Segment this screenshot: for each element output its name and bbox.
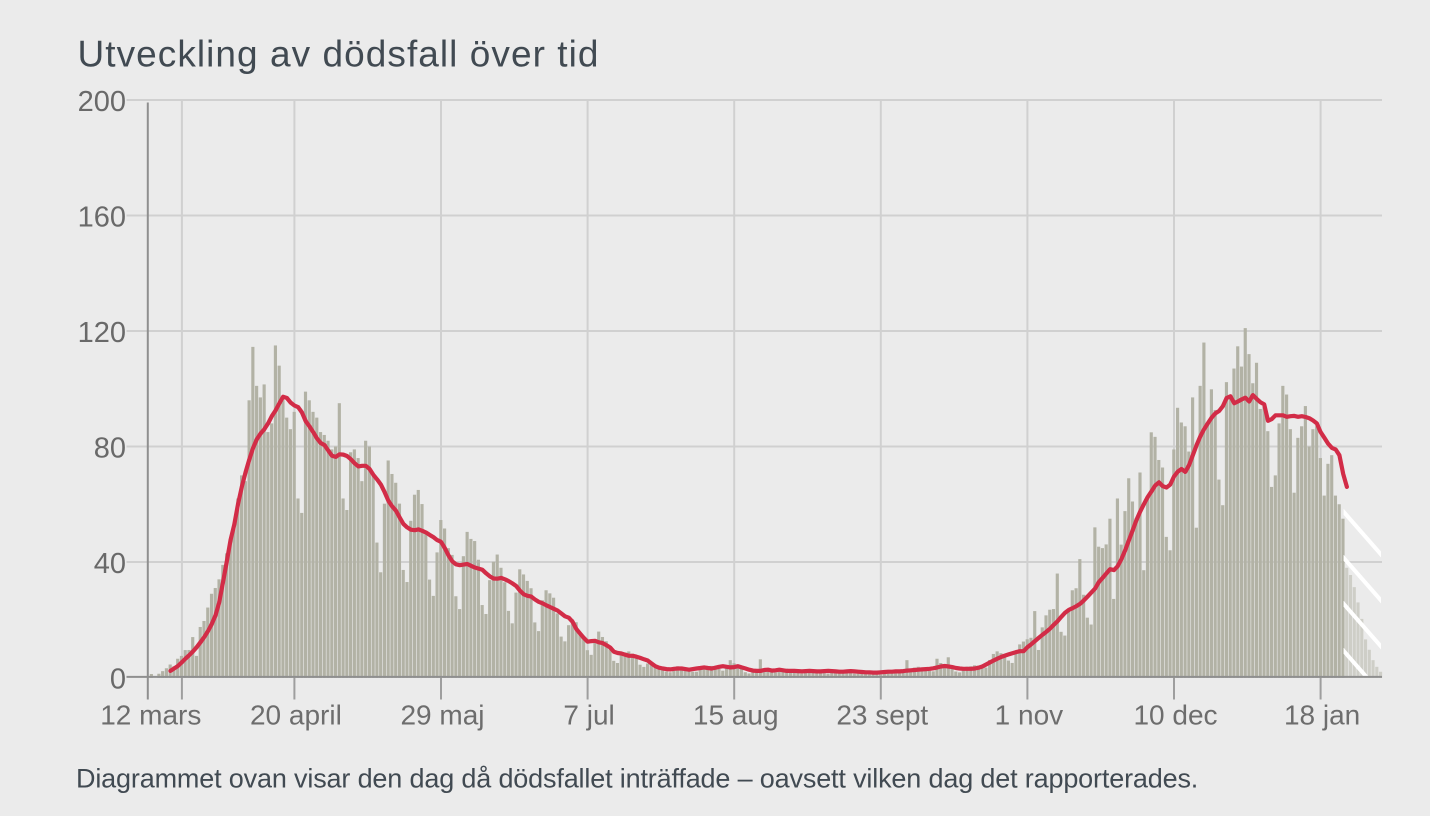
- svg-text:7 jul: 7 jul: [563, 700, 614, 731]
- svg-text:23 sept: 23 sept: [836, 700, 928, 731]
- svg-text:20 april: 20 april: [250, 700, 342, 731]
- svg-text:15 aug: 15 aug: [693, 700, 779, 731]
- svg-text:18 jan: 18 jan: [1284, 700, 1360, 731]
- svg-text:1 nov: 1 nov: [995, 700, 1064, 731]
- svg-text:10 dec: 10 dec: [1133, 700, 1217, 731]
- svg-text:Utveckling av dödsfall över ti: Utveckling av dödsfall över tid: [78, 34, 600, 75]
- svg-text:12 mars: 12 mars: [100, 700, 201, 731]
- svg-text:160: 160: [78, 202, 126, 234]
- svg-text:29 maj: 29 maj: [400, 700, 484, 731]
- svg-text:120: 120: [78, 317, 126, 349]
- svg-text:80: 80: [94, 433, 126, 465]
- svg-text:Diagrammet ovan visar den dag: Diagrammet ovan visar den dag då dödsfal…: [76, 764, 1198, 794]
- svg-text:0: 0: [110, 664, 126, 696]
- svg-text:200: 200: [78, 86, 126, 118]
- svg-text:40: 40: [94, 548, 126, 580]
